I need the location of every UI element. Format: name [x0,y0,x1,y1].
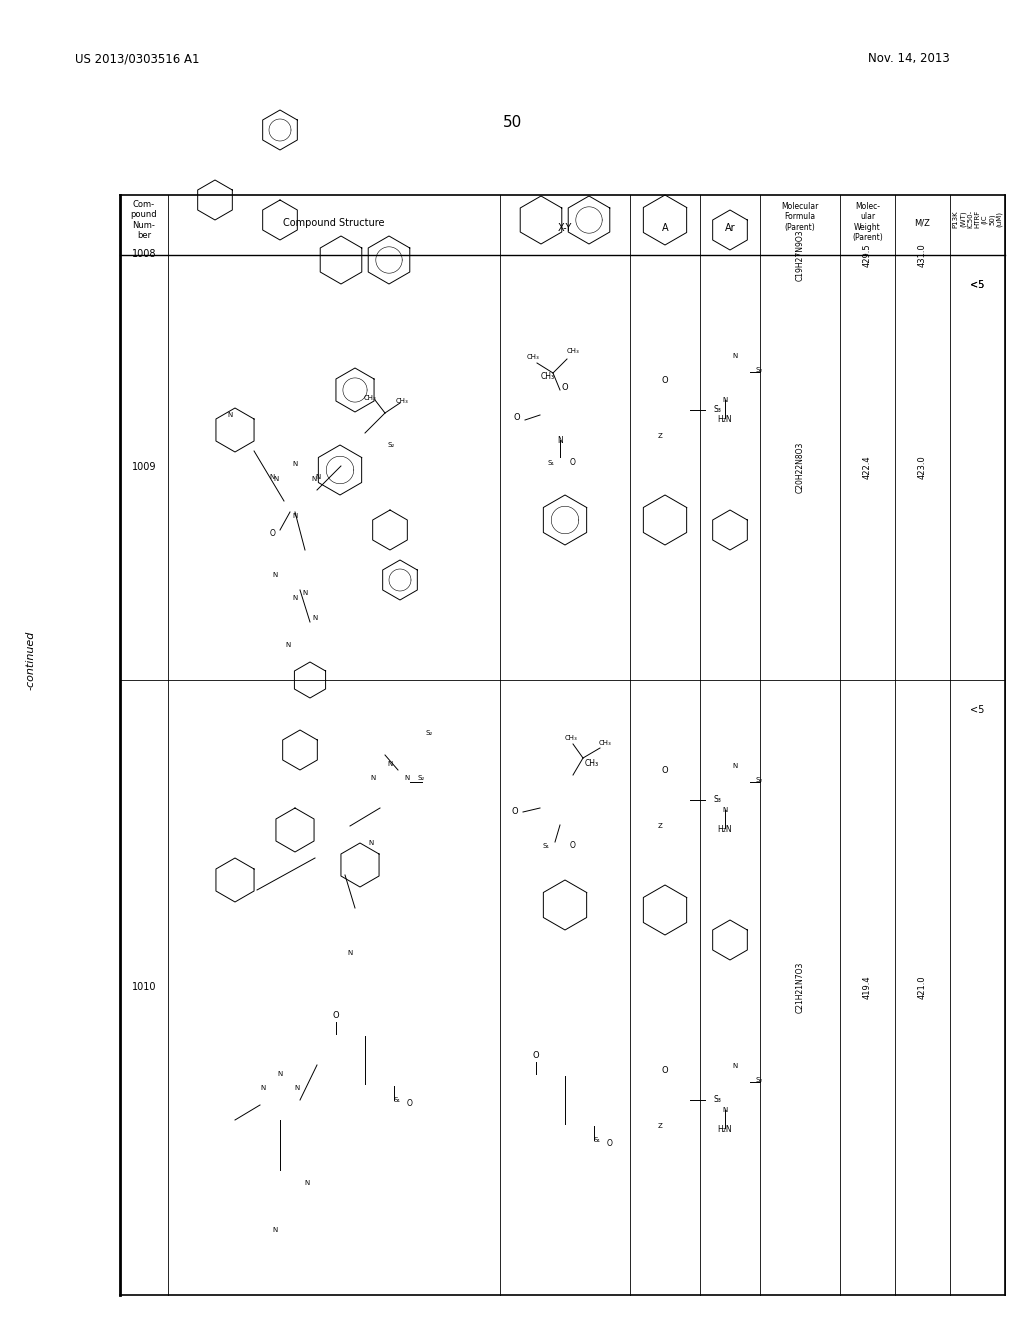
Text: S₁: S₁ [594,1137,601,1143]
Text: S₂: S₂ [418,775,425,781]
Text: H₂N: H₂N [718,1125,732,1134]
Text: N: N [270,474,275,480]
Text: -continued: -continued [25,631,35,689]
Text: N: N [404,775,410,781]
Text: N: N [722,1107,728,1113]
Text: S₁: S₁ [548,459,555,466]
Text: 429.5: 429.5 [863,243,872,267]
Text: S₃: S₃ [713,405,721,414]
Text: <5: <5 [971,280,985,290]
Text: N: N [347,950,352,956]
Text: N: N [557,436,563,445]
Text: H₂N: H₂N [718,414,732,424]
Text: Z: Z [657,1123,663,1129]
Text: Ar: Ar [725,223,735,234]
Text: O: O [514,413,520,422]
Text: <5: <5 [971,705,985,715]
Text: S₂: S₂ [388,442,395,447]
Text: 1008: 1008 [132,249,157,259]
Text: P13K
(WT)
IC50-
HTRF
(IC
50)
(uM): P13K (WT) IC50- HTRF (IC 50) (uM) [952,210,1002,228]
Text: 431.0: 431.0 [918,243,927,267]
Text: Nov. 14, 2013: Nov. 14, 2013 [868,51,950,65]
Text: 50: 50 [503,115,521,129]
Text: 423.0: 423.0 [918,455,927,479]
Text: S₁: S₁ [543,843,550,849]
Text: N: N [293,595,298,601]
Text: N: N [722,397,728,403]
Text: S₂: S₂ [755,777,762,783]
Text: S₃: S₃ [713,795,721,804]
Text: CH₃: CH₃ [564,735,578,741]
Text: N: N [286,642,291,648]
Text: N: N [370,775,376,781]
Text: 1009: 1009 [132,462,157,471]
Text: N: N [732,352,737,359]
Text: 419.4: 419.4 [863,975,872,999]
Text: H₂N: H₂N [718,825,732,834]
Text: N: N [311,477,316,482]
Text: CH₃: CH₃ [599,741,611,746]
Text: N: N [272,572,278,578]
Text: O: O [662,1067,669,1074]
Text: Molecular
Formula
(Parent): Molecular Formula (Parent) [781,202,818,232]
Text: C19H27N9O3: C19H27N9O3 [796,230,805,281]
Text: 421.0: 421.0 [918,975,927,999]
Text: S₂: S₂ [425,730,432,737]
Text: N: N [304,1180,309,1185]
Text: Z: Z [657,822,663,829]
Text: O: O [570,841,575,850]
Text: C20H22N8O3: C20H22N8O3 [796,442,805,494]
Text: O: O [270,529,275,539]
Text: X-Y: X-Y [558,223,572,234]
Text: Compound Structure: Compound Structure [284,218,385,228]
Text: N: N [227,412,232,418]
Text: O: O [512,807,518,816]
Text: Com-
pound
Num-
ber: Com- pound Num- ber [131,201,158,240]
Text: N: N [278,1071,283,1077]
Text: S₃: S₃ [713,1096,721,1104]
Text: N: N [273,477,279,482]
Text: N: N [368,840,374,846]
Text: <5: <5 [971,280,985,290]
Text: N: N [722,807,728,813]
Text: CH₃: CH₃ [585,759,599,768]
Text: N: N [293,461,298,467]
Text: N: N [272,1228,278,1233]
Text: O: O [662,376,669,385]
Text: N: N [732,1063,737,1069]
Text: O: O [407,1100,413,1107]
Text: S₂: S₂ [755,1077,762,1082]
Text: S₂: S₂ [755,367,762,374]
Text: O: O [662,766,669,775]
Text: N: N [387,762,392,767]
Text: O: O [532,1051,540,1060]
Text: M/Z: M/Z [914,218,931,227]
Text: CH₃: CH₃ [541,372,555,381]
Text: 1010: 1010 [132,982,157,991]
Text: N: N [295,1085,300,1092]
Text: Molec-
ular
Weight
(Parent): Molec- ular Weight (Parent) [852,202,883,242]
Text: N: N [732,763,737,770]
Text: CH₃: CH₃ [566,348,580,354]
Text: Z: Z [657,433,663,440]
Text: CH₃: CH₃ [364,395,377,401]
Text: N: N [260,1085,265,1092]
Text: O: O [607,1139,613,1148]
Text: O: O [562,384,568,392]
Text: US 2013/0303516 A1: US 2013/0303516 A1 [75,51,200,65]
Text: C21H21N7O3: C21H21N7O3 [796,962,805,1014]
Text: O: O [333,1011,339,1020]
Text: N: N [302,590,307,597]
Text: CH₃: CH₃ [526,354,540,360]
Text: CH₃: CH₃ [395,399,409,404]
Text: N: N [315,474,321,480]
Text: N: N [293,513,298,519]
Text: 422.4: 422.4 [863,455,872,479]
Text: O: O [570,458,575,467]
Text: A: A [662,223,669,234]
Text: S₁: S₁ [394,1097,401,1104]
Text: N: N [312,615,317,620]
